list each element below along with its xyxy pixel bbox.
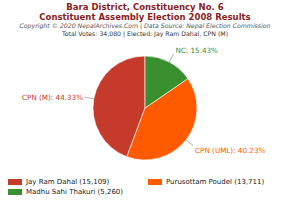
html-text:Total Votes: 34,080 | Elected:: Total Votes: 34,080 | Elected: Jay Ram D… [61, 30, 228, 37]
html-text:Bara District, Constituency No: Bara District, Constituency No. 6 [66, 2, 224, 12]
html-text:Purusottam Poudel (13,711): Purusottam Poudel (13,711) [166, 178, 265, 186]
html-text:Copyright © 2020 NepalArchives: Copyright © 2020 NepalArchives.Com | Dat… [19, 22, 271, 29]
svg-text:NC: 15.43%: NC: 15.43% [175, 46, 218, 55]
svg-text:CPN (UML): 40.23%: CPN (UML): 40.23% [195, 146, 265, 155]
svg-text:CPN (M): 44.33%: CPN (M): 44.33% [22, 93, 83, 102]
html-text:Constituent Assembly Election: Constituent Assembly Election 2008 Resul… [39, 12, 251, 22]
html-text:Madhu Sahi Thakuri (5,260): Madhu Sahi Thakuri (5,260) [26, 188, 123, 196]
html-text:Jay Ram Dahal (15,109): Jay Ram Dahal (15,109) [26, 178, 110, 186]
